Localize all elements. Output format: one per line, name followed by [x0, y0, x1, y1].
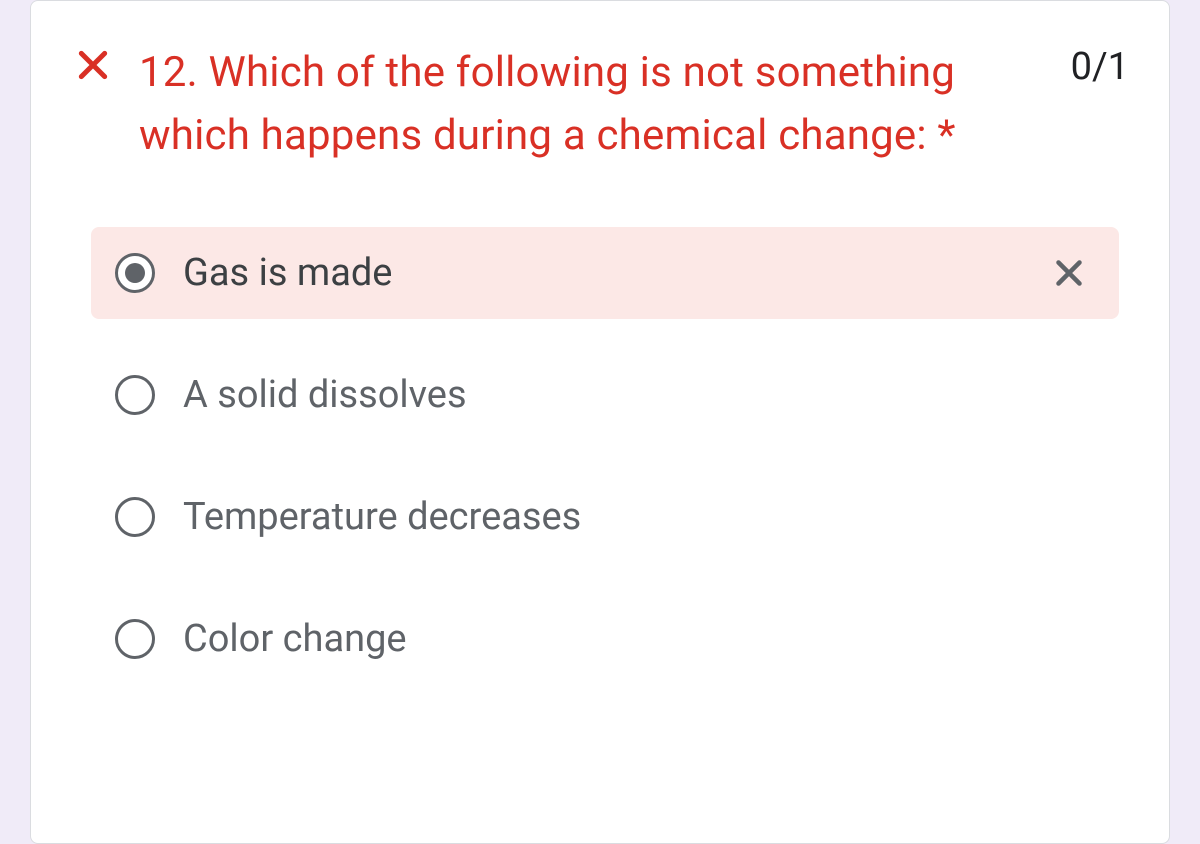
option-label: Gas is made — [183, 251, 1021, 295]
close-icon — [1049, 253, 1089, 293]
option-gas-is-made[interactable]: Gas is made — [91, 227, 1119, 319]
radio-unselected[interactable] — [115, 375, 155, 415]
radio-unselected[interactable] — [115, 619, 155, 659]
option-temperature-decreases[interactable]: Temperature decreases — [91, 471, 1119, 563]
question-score: 0/1 — [1071, 45, 1129, 89]
question-card: 12. Which of the following is not someth… — [30, 0, 1170, 844]
option-a-solid-dissolves[interactable]: A solid dissolves — [91, 349, 1119, 441]
close-icon — [71, 43, 115, 87]
radio-unselected[interactable] — [115, 497, 155, 537]
radio-selected[interactable] — [115, 253, 155, 293]
question-header: 12. Which of the following is not someth… — [71, 41, 1129, 167]
question-text: 12. Which of the following is not someth… — [139, 41, 1017, 167]
option-color-change[interactable]: Color change — [91, 593, 1119, 685]
option-label: Temperature decreases — [183, 495, 1089, 539]
option-label: A solid dissolves — [183, 373, 1089, 417]
option-label: Color change — [183, 617, 1089, 661]
options-list: Gas is made A solid dissolves Temperatur… — [91, 227, 1119, 685]
